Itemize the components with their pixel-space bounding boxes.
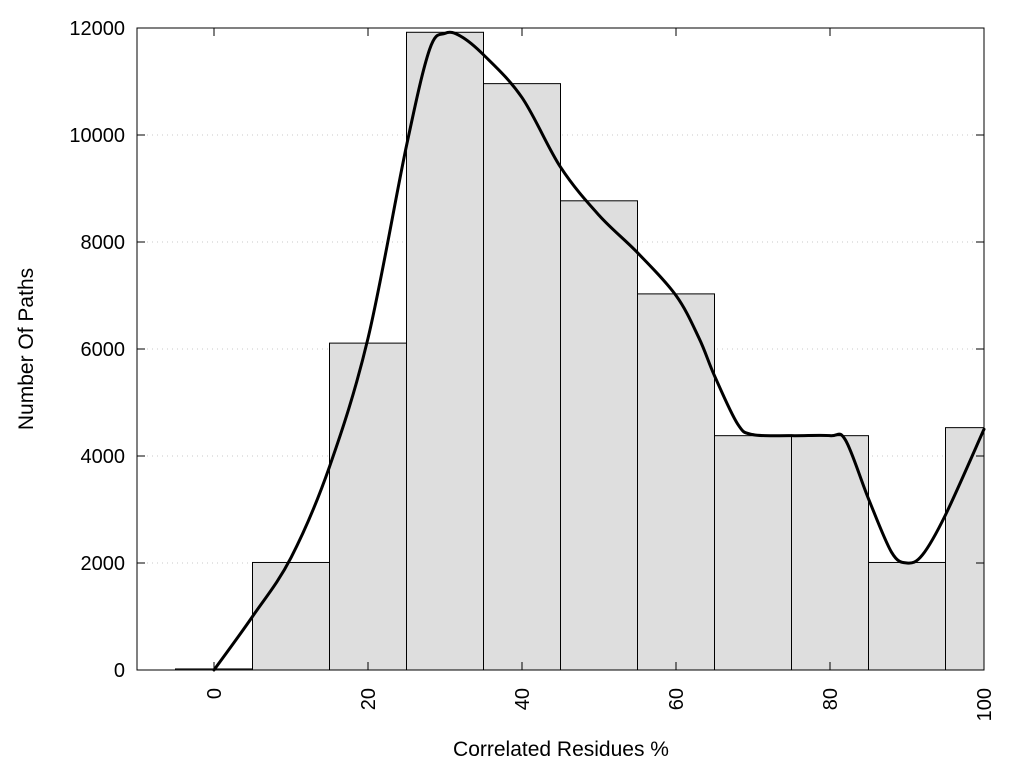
x-tick-label: 100 — [974, 688, 996, 721]
y-axis-label: Number Of Paths — [15, 268, 38, 430]
histogram-bar — [406, 31, 484, 671]
x-tick-label: 60 — [666, 688, 688, 710]
histogram-bar — [868, 561, 946, 671]
x-axis: 0 20 40 60 80 100 — [204, 28, 996, 721]
y-tick-label: 8000 — [81, 232, 126, 254]
y-tick-label: 12000 — [69, 18, 125, 40]
y-tick-label: 6000 — [81, 339, 126, 361]
histogram-bar — [329, 342, 407, 671]
x-tick-label: 80 — [820, 688, 842, 710]
histogram-bar — [714, 435, 792, 671]
x-tick-label: 20 — [358, 688, 380, 710]
histogram-bar — [560, 200, 638, 671]
histogram-bar — [483, 83, 561, 671]
y-tick-label: 10000 — [69, 125, 125, 147]
histogram-bar — [252, 561, 330, 671]
smoothed-curve-line — [212, 30, 986, 672]
y-tick-label: 2000 — [81, 553, 126, 575]
x-tick-label: 40 — [512, 688, 534, 710]
bars — [175, 31, 985, 671]
curve-layer — [212, 30, 986, 672]
histogram-bar — [637, 293, 715, 671]
y-tick-label: 4000 — [81, 446, 126, 468]
histogram-bar — [945, 427, 985, 671]
y-tick-label: 0 — [114, 660, 125, 682]
x-tick-label: 0 — [204, 688, 226, 699]
x-axis-label: Correlated Residues % — [453, 738, 669, 761]
histogram-bar — [791, 435, 869, 671]
y-axis: 0 2000 4000 6000 8000 10000 12000 — [69, 18, 984, 682]
